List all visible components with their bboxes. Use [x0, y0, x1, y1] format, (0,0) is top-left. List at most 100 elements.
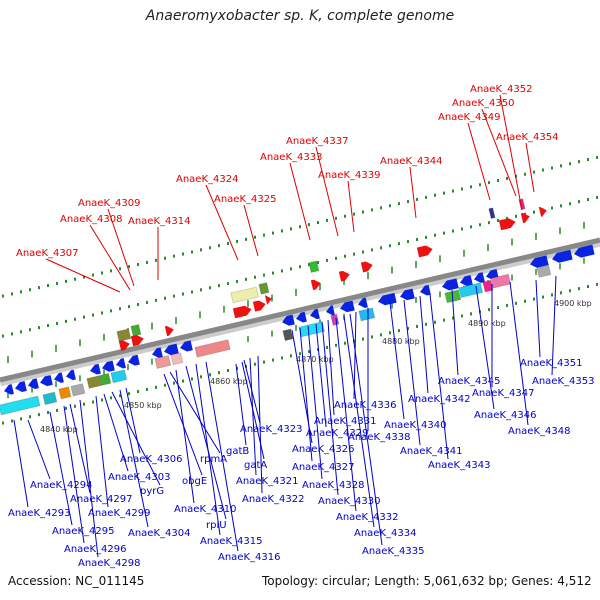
forward-gene-label: AnaeK_4354: [496, 132, 558, 143]
reverse-gene-label: AnaeK_4293: [8, 508, 70, 519]
reverse-feature-box: [358, 307, 376, 322]
track-dot: [200, 288, 202, 292]
track-dot: [254, 275, 256, 279]
reverse-gene-label: gatB: [226, 446, 249, 457]
reverse-feature-box: [330, 313, 340, 327]
reverse-gene-label: AnaeK_4296: [64, 544, 126, 555]
track-dot: [65, 279, 67, 283]
track-dot: [344, 341, 346, 345]
scale-label: 4850 kbp: [124, 401, 162, 410]
track-dot: [146, 387, 148, 391]
forward-gene-arrow: [538, 206, 547, 217]
track-dot: [434, 193, 436, 197]
reverse-feature-box-shape: [58, 386, 72, 400]
track-dot: [335, 256, 337, 260]
reverse-gene-label: AnaeK_4310: [174, 504, 236, 515]
track-dot: [254, 362, 256, 366]
map-title: Anaeromyxobacter sp. K, complete genome: [145, 8, 455, 24]
reverse-feature-box-shape: [282, 328, 294, 342]
forward-gene-label: AnaeK_4324: [176, 174, 238, 185]
track-dot: [398, 242, 400, 246]
reverse-gene-label: AnaeK_4348: [508, 426, 570, 437]
track-dot: [146, 260, 148, 264]
track-dot: [263, 273, 265, 277]
reverse-leader-line: [49, 411, 73, 526]
reverse-leader-line: [13, 419, 29, 508]
track-dot: [56, 408, 58, 412]
track-dot: [560, 164, 562, 168]
track-dot: [524, 299, 526, 303]
track-dot: [578, 287, 580, 291]
track-dot: [65, 319, 67, 323]
reverse-leader-line: [299, 327, 313, 462]
reverse-gene-label: rpmA: [200, 454, 227, 465]
reverse-feature-box-shape: [42, 391, 58, 406]
reverse-gene-label: AnaeK_4326: [292, 444, 354, 455]
forward-leader-line: [481, 108, 517, 197]
forward-gene-arrow-shape: [416, 245, 433, 258]
reverse-feature-box: [458, 282, 484, 299]
forward-leader-line: [45, 258, 121, 293]
track-dot: [434, 320, 436, 324]
track-dot: [470, 185, 472, 189]
track-dot: [542, 295, 544, 299]
reverse-gene-arrow-shape: [180, 340, 193, 352]
track-dot: [101, 311, 103, 315]
track-dot: [290, 267, 292, 271]
track-dot: [191, 377, 193, 381]
track-dot: [380, 333, 382, 337]
track-dot: [398, 202, 400, 206]
track-dot: [191, 290, 193, 294]
track-dot: [47, 411, 49, 415]
reverse-gene-arrow-shape: [442, 278, 459, 291]
track-dot: [407, 327, 409, 331]
forward-gene-label: AnaeK_4352: [470, 84, 532, 95]
reverse-gene-label: AnaeK_4306: [120, 454, 182, 465]
track-dot: [164, 383, 166, 387]
track-dot: [452, 229, 454, 233]
track-dot: [281, 269, 283, 273]
reverse-gene-arrow-shape: [128, 354, 140, 366]
track-dot: [425, 195, 427, 199]
reverse-gene-label: AnaeK_4321: [236, 476, 298, 487]
reverse-gene-arrow: [282, 314, 295, 326]
reverse-gene-arrow: [442, 278, 459, 291]
track-dot: [20, 290, 22, 294]
forward-gene-label: AnaeK_4339: [318, 170, 380, 181]
track-dot: [164, 296, 166, 300]
track-dot: [326, 345, 328, 349]
reverse-gene-arrow: [530, 255, 549, 268]
track-dot: [362, 210, 364, 214]
forward-feature-box-shape: [488, 207, 496, 220]
reverse-gene-arrow-shape: [474, 272, 485, 283]
track-dot: [335, 343, 337, 347]
reverse-gene-label: rplU: [206, 520, 227, 531]
track-dot: [236, 279, 238, 283]
track-dot: [2, 334, 4, 338]
reverse-feature-box-shape: [86, 375, 102, 389]
track-dot: [155, 298, 157, 302]
track-dot: [218, 244, 220, 248]
forward-gene-arrow: [310, 279, 321, 291]
reverse-gene-arrow-shape: [326, 305, 335, 316]
track-dot: [56, 321, 58, 325]
reverse-feature-box-shape: [154, 354, 172, 370]
reverse-leader-line: [111, 391, 161, 486]
reverse-feature-box-shape: [98, 372, 112, 387]
track-dot: [128, 265, 130, 269]
track-dot: [380, 206, 382, 210]
track-dot: [38, 286, 40, 290]
track-dot: [425, 322, 427, 326]
track-dot: [128, 392, 130, 396]
track-dot: [263, 360, 265, 364]
track-dot: [407, 240, 409, 244]
forward-gene-arrow-shape: [232, 305, 252, 319]
track-dot: [362, 250, 364, 254]
forward-leader-line: [525, 142, 535, 193]
reverse-leader-line: [235, 363, 247, 446]
reverse-gene-label: AnaeK_4316: [218, 552, 280, 563]
reverse-gene-arrow: [102, 360, 115, 372]
reverse-gene-arrow: [66, 369, 76, 381]
reverse-feature-box: [98, 372, 112, 387]
